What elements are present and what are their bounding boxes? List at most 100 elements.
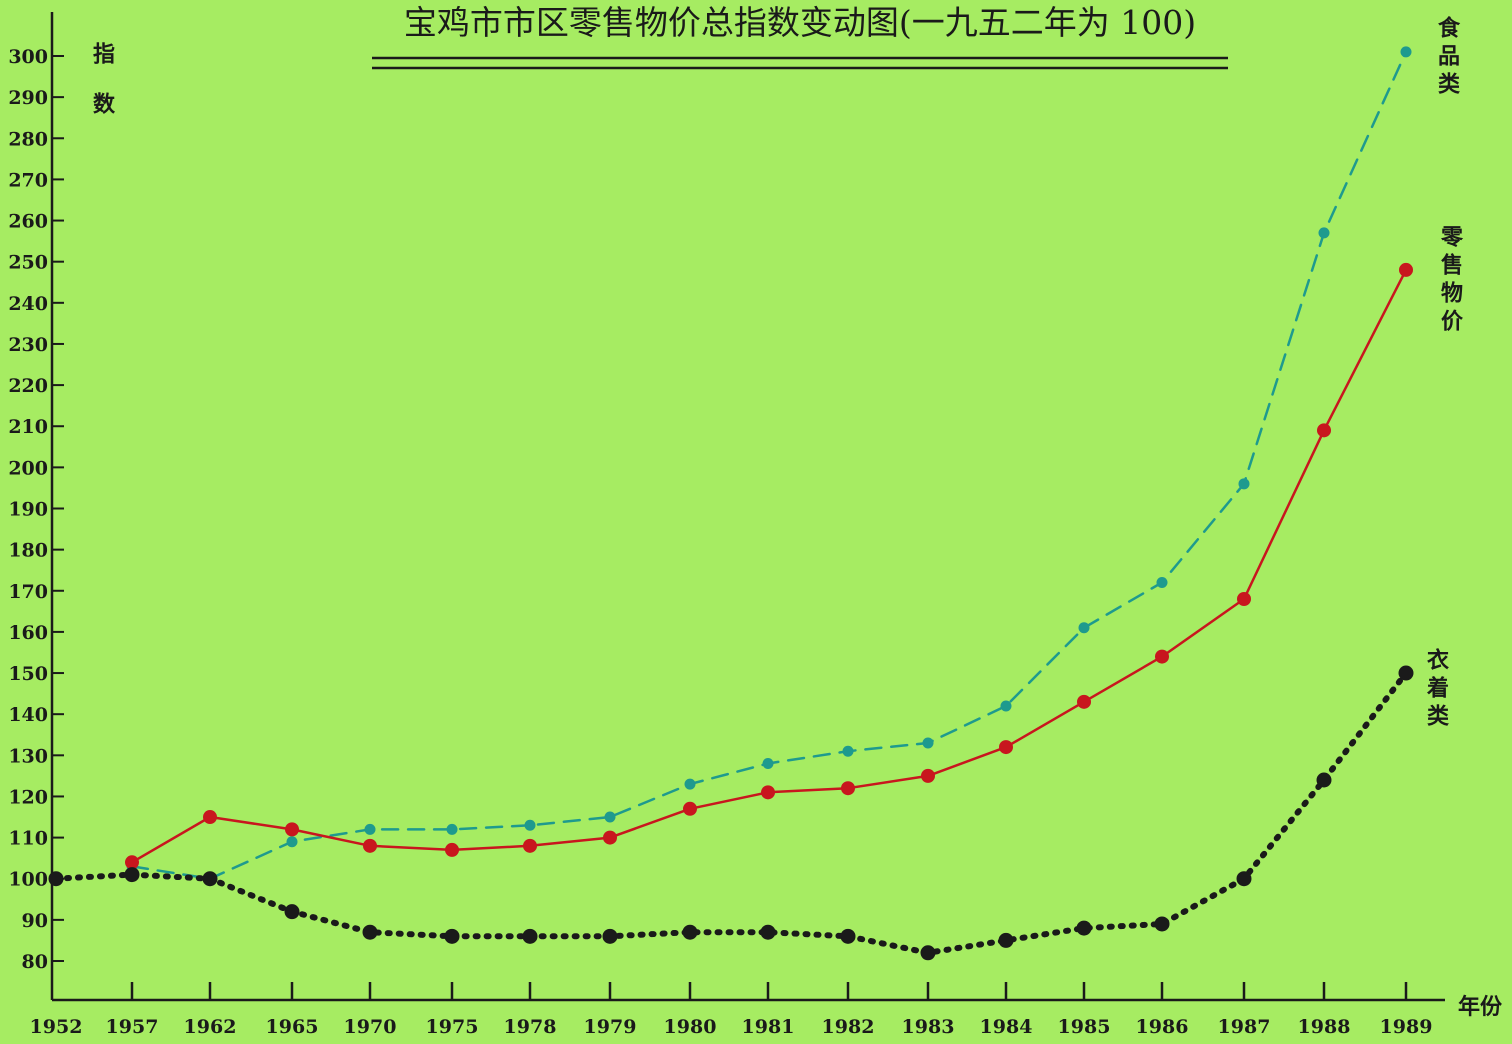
data-point-retail [841, 781, 855, 796]
data-point-retail [921, 768, 935, 783]
x-tick-label: 1981 [742, 1016, 795, 1038]
data-point-clothing [682, 924, 698, 940]
x-tick-label: 1970 [344, 1016, 397, 1038]
x-tick-label: 1983 [902, 1016, 955, 1038]
x-ticks: 1952 1957 1962 1965 1970 1975 1978 1979 1980 1981… [30, 982, 1433, 1038]
data-point-retail [683, 801, 697, 816]
data-point-retail [285, 822, 299, 837]
data-point-clothing [1154, 916, 1170, 932]
y-tick-label: 220 [8, 375, 48, 397]
data-point-food [1156, 577, 1168, 589]
x-tick-label: 1962 [184, 1016, 237, 1038]
data-point-clothing [920, 945, 936, 961]
data-point-food [1318, 227, 1330, 239]
x-tick-label: 1986 [1136, 1016, 1189, 1038]
data-point-retail [523, 838, 537, 853]
y-tick-label: 150 [8, 663, 48, 685]
x-tick-label: 1952 [30, 1016, 83, 1038]
y-tick-label: 180 [8, 540, 48, 562]
x-tick-label: 1985 [1058, 1016, 1111, 1038]
data-point-food [922, 737, 934, 749]
data-point-food [446, 823, 458, 835]
y-tick-label: 80 [22, 951, 48, 973]
y-tick-label: 240 [8, 293, 48, 315]
y-tick-label: 160 [8, 622, 48, 644]
y-tick-label: 140 [8, 704, 48, 726]
y-tick-label: 290 [8, 87, 48, 109]
y-tick-label: 260 [8, 211, 48, 233]
data-point-clothing [1236, 871, 1252, 887]
x-tick-label: 1988 [1298, 1016, 1351, 1038]
series-label-retail: 零售物价 [1437, 225, 1464, 337]
series-label-food: 食品类 [1434, 15, 1460, 100]
data-point-retail [1155, 649, 1169, 664]
y-tick-label: 90 [22, 910, 48, 932]
data-point-retail [203, 810, 217, 825]
y-tick-label: 270 [8, 169, 48, 191]
data-point-clothing [1398, 665, 1414, 681]
y-tick-label: 170 [8, 581, 48, 603]
data-point-clothing [840, 928, 856, 944]
data-point-retail [125, 855, 139, 870]
data-point-clothing [362, 924, 378, 940]
data-point-clothing [202, 871, 218, 887]
y-tick-label: 280 [8, 128, 48, 150]
data-point-clothing [1316, 772, 1332, 788]
data-point-food [604, 811, 616, 823]
x-tick-label: 1989 [1380, 1016, 1433, 1038]
y-tick-label: 110 [8, 828, 48, 850]
data-point-food [1400, 46, 1412, 58]
y-tick-label: 120 [8, 786, 48, 808]
data-point-retail [761, 785, 775, 800]
chart-title: 宝鸡市市区零售物价总指数变动图(一九五二年为 100) [404, 3, 1196, 42]
y-tick-label: 190 [8, 499, 48, 521]
data-point-food [1000, 700, 1012, 712]
data-point-food [762, 758, 774, 770]
x-tick-label: 1987 [1218, 1016, 1271, 1038]
x-tick-label: 1965 [266, 1016, 319, 1038]
data-point-clothing [760, 924, 776, 940]
x-axis-label: 年份 [1458, 994, 1503, 1020]
data-point-retail [363, 838, 377, 853]
data-point-clothing [522, 928, 538, 944]
data-point-retail [1077, 694, 1091, 709]
y-tick-label: 210 [8, 416, 48, 438]
y-tick-label: 230 [8, 334, 48, 356]
data-point-retail [445, 842, 459, 857]
data-point-clothing [998, 932, 1014, 948]
data-point-clothing [444, 928, 460, 944]
y-tick-label: 130 [8, 745, 48, 767]
series-line-clothing [53, 670, 1409, 956]
data-point-clothing [124, 867, 140, 883]
y-tick-label: 200 [8, 457, 48, 479]
x-tick-label: 1982 [822, 1016, 875, 1038]
data-point-food [524, 819, 536, 831]
x-tick-label: 1980 [664, 1016, 717, 1038]
data-point-food [1078, 622, 1090, 634]
x-tick-label: 1984 [980, 1016, 1033, 1038]
data-point-clothing [48, 871, 64, 887]
data-point-retail [1237, 592, 1251, 606]
data-point-food [684, 778, 696, 790]
y-tick-label: 100 [8, 869, 48, 891]
series-layer [48, 46, 1414, 961]
series-line-retail [130, 268, 1408, 864]
x-tick-label: 1978 [504, 1016, 557, 1038]
x-tick-label: 1975 [426, 1016, 479, 1038]
y-ticks: 80 90 100 110 120 130 140 150 160 170 180 190 200 210… [8, 46, 64, 973]
y-tick-label: 250 [8, 252, 48, 274]
data-point-retail [1399, 262, 1413, 277]
data-point-clothing [602, 928, 618, 944]
y-axis-label: 指数 [89, 42, 115, 142]
series-label-clothing: 衣着类 [1423, 647, 1450, 732]
data-point-food [286, 836, 298, 848]
x-tick-label: 1979 [584, 1016, 637, 1038]
y-tick-label: 300 [8, 46, 48, 68]
data-point-food [842, 745, 854, 757]
data-point-retail [1317, 423, 1331, 438]
data-point-retail [999, 740, 1013, 755]
data-point-food [1238, 478, 1250, 490]
